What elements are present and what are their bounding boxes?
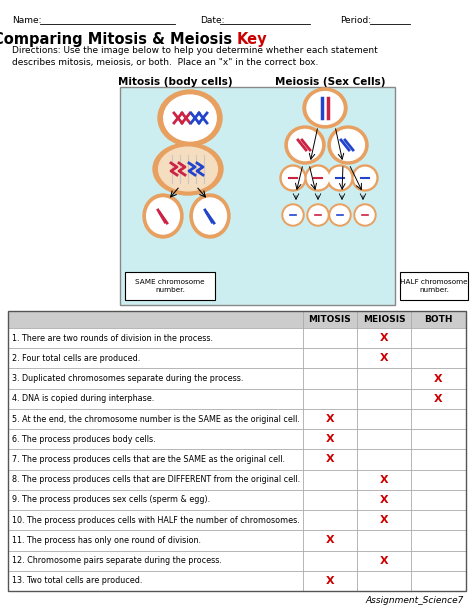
Text: Mitosis (body cells): Mitosis (body cells) bbox=[118, 77, 232, 87]
Ellipse shape bbox=[164, 95, 216, 141]
Bar bbox=[8, 449, 466, 470]
Ellipse shape bbox=[328, 126, 368, 164]
Bar bbox=[8, 311, 466, 591]
Ellipse shape bbox=[159, 147, 218, 191]
Bar bbox=[8, 348, 466, 368]
Bar bbox=[8, 368, 466, 389]
Ellipse shape bbox=[307, 204, 329, 226]
Text: MITOSIS: MITOSIS bbox=[309, 315, 351, 324]
Ellipse shape bbox=[354, 204, 376, 226]
Ellipse shape bbox=[284, 206, 302, 224]
Bar bbox=[8, 510, 466, 530]
Ellipse shape bbox=[153, 143, 223, 195]
Bar bbox=[8, 550, 466, 571]
Text: 3. Duplicated chromosomes separate during the process.: 3. Duplicated chromosomes separate durin… bbox=[12, 374, 243, 383]
Text: X: X bbox=[380, 474, 388, 485]
Bar bbox=[8, 311, 466, 328]
Ellipse shape bbox=[307, 167, 328, 189]
Text: X: X bbox=[326, 434, 334, 444]
Text: X: X bbox=[326, 535, 334, 546]
Text: Name:: Name: bbox=[12, 16, 42, 25]
Text: 13. Two total cells are produced.: 13. Two total cells are produced. bbox=[12, 576, 142, 585]
Text: X: X bbox=[326, 454, 334, 465]
Ellipse shape bbox=[329, 167, 351, 189]
Ellipse shape bbox=[305, 165, 331, 191]
Bar bbox=[8, 328, 466, 348]
Text: 7. The process produces cells that are the SAME as the original cell.: 7. The process produces cells that are t… bbox=[12, 455, 285, 464]
Ellipse shape bbox=[158, 90, 222, 146]
Text: X: X bbox=[380, 353, 388, 364]
Ellipse shape bbox=[146, 198, 179, 234]
Text: X: X bbox=[326, 414, 334, 424]
Ellipse shape bbox=[143, 194, 183, 238]
FancyBboxPatch shape bbox=[125, 272, 215, 300]
Text: 10. The process produces cells with HALF the number of chromosomes.: 10. The process produces cells with HALF… bbox=[12, 516, 300, 525]
Bar bbox=[8, 409, 466, 429]
Text: Comparing Mitosis & Meiosis: Comparing Mitosis & Meiosis bbox=[0, 32, 237, 47]
Text: 5. At the end, the chromosome number is the SAME as the original cell.: 5. At the end, the chromosome number is … bbox=[12, 414, 300, 424]
Text: MEIOSIS: MEIOSIS bbox=[363, 315, 405, 324]
Ellipse shape bbox=[332, 129, 365, 161]
Text: X: X bbox=[380, 333, 388, 343]
Text: X: X bbox=[434, 394, 443, 404]
Ellipse shape bbox=[282, 204, 304, 226]
Ellipse shape bbox=[327, 165, 353, 191]
Text: 8. The process produces cells that are DIFFERENT from the original cell.: 8. The process produces cells that are D… bbox=[12, 475, 300, 484]
Ellipse shape bbox=[283, 167, 304, 189]
Ellipse shape bbox=[190, 194, 230, 238]
Text: Meiosis (Sex Cells): Meiosis (Sex Cells) bbox=[275, 77, 385, 87]
Ellipse shape bbox=[309, 206, 327, 224]
Text: 2. Four total cells are produced.: 2. Four total cells are produced. bbox=[12, 354, 140, 363]
Text: BOTH: BOTH bbox=[424, 315, 453, 324]
Bar bbox=[8, 490, 466, 510]
Ellipse shape bbox=[289, 129, 321, 161]
Bar bbox=[8, 389, 466, 409]
Text: Date:: Date: bbox=[200, 16, 225, 25]
Bar bbox=[120, 87, 395, 305]
Text: 1. There are two rounds of division in the process.: 1. There are two rounds of division in t… bbox=[12, 333, 213, 343]
Bar bbox=[8, 470, 466, 490]
Bar bbox=[8, 530, 466, 550]
Ellipse shape bbox=[352, 165, 378, 191]
Ellipse shape bbox=[303, 88, 347, 128]
FancyBboxPatch shape bbox=[400, 272, 468, 300]
Text: 11. The process has only one round of division.: 11. The process has only one round of di… bbox=[12, 536, 201, 545]
Ellipse shape bbox=[329, 204, 351, 226]
Ellipse shape bbox=[285, 126, 325, 164]
Text: 4. DNA is copied during interphase.: 4. DNA is copied during interphase. bbox=[12, 394, 154, 403]
Bar bbox=[8, 429, 466, 449]
Text: X: X bbox=[326, 576, 334, 586]
Bar bbox=[8, 571, 466, 591]
Text: X: X bbox=[380, 495, 388, 505]
Text: Directions: Use the image below to help you determine whether each statement
des: Directions: Use the image below to help … bbox=[12, 46, 378, 67]
Text: 9. The process produces sex cells (sperm & egg).: 9. The process produces sex cells (sperm… bbox=[12, 495, 210, 504]
Text: SAME chromosome
number.: SAME chromosome number. bbox=[135, 279, 205, 293]
Ellipse shape bbox=[193, 198, 227, 234]
Text: Key: Key bbox=[237, 32, 268, 47]
Text: 6. The process produces body cells.: 6. The process produces body cells. bbox=[12, 435, 155, 444]
Text: Period:: Period: bbox=[340, 16, 371, 25]
Text: X: X bbox=[380, 555, 388, 566]
Text: X: X bbox=[380, 515, 388, 525]
Text: HALF chromosome
number.: HALF chromosome number. bbox=[400, 279, 468, 293]
Ellipse shape bbox=[280, 165, 306, 191]
Text: 12. Chromosome pairs separate during the process.: 12. Chromosome pairs separate during the… bbox=[12, 556, 222, 565]
Ellipse shape bbox=[331, 206, 349, 224]
Text: X: X bbox=[434, 373, 443, 384]
Ellipse shape bbox=[307, 91, 343, 124]
Ellipse shape bbox=[355, 167, 376, 189]
Ellipse shape bbox=[356, 206, 374, 224]
Text: Assignment_Science7: Assignment_Science7 bbox=[365, 596, 464, 605]
